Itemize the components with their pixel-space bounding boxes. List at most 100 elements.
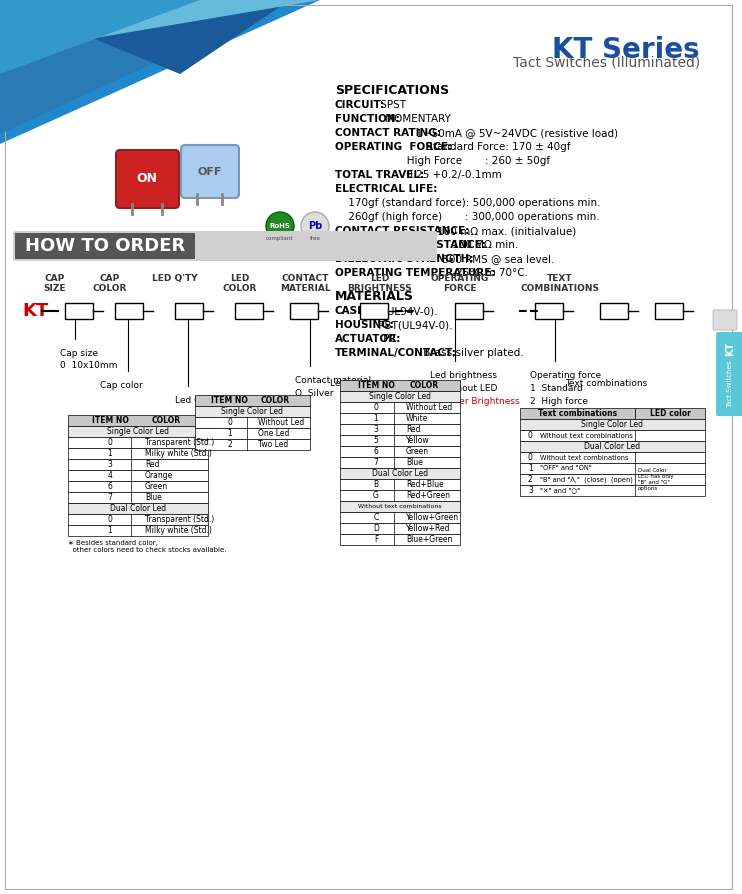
FancyBboxPatch shape (181, 145, 239, 198)
Bar (68, 415, 208, 426)
Text: ON: ON (137, 173, 157, 185)
Bar (340, 490, 460, 501)
Bar (68, 470, 208, 481)
Text: COLOR: COLOR (410, 381, 439, 390)
Bar (520, 463, 705, 474)
Bar (68, 525, 208, 536)
Bar (68, 503, 208, 514)
Text: LED Q'TY: LED Q'TY (152, 274, 198, 283)
Text: TOTAL TRAVEL:: TOTAL TRAVEL: (335, 170, 424, 180)
Bar (340, 523, 460, 534)
Bar (68, 426, 208, 437)
Text: 1  Standard: 1 Standard (530, 384, 582, 393)
Bar (68, 459, 208, 470)
Text: 260gf (high force)       : 300,000 operations min.: 260gf (high force) : 300,000 operations … (345, 212, 600, 222)
Text: Q  Silver: Q Silver (295, 389, 333, 398)
Bar (68, 481, 208, 492)
Text: -25°C to 70°C.: -25°C to 70°C. (450, 268, 528, 278)
Text: COLOR: COLOR (261, 396, 290, 405)
Text: Pb: Pb (308, 221, 322, 231)
Text: 0.25 +0.2/-0.1mm: 0.25 +0.2/-0.1mm (403, 170, 502, 180)
Text: PC: PC (380, 334, 397, 344)
Text: ITEM NO: ITEM NO (358, 381, 395, 390)
Text: CONTACT RESISTANCE:: CONTACT RESISTANCE: (335, 226, 469, 236)
Text: Contact material: Contact material (295, 376, 371, 385)
Bar (68, 514, 208, 525)
Polygon shape (0, 0, 200, 74)
Text: Without Led: Without Led (258, 418, 304, 427)
Text: 3: 3 (528, 486, 533, 495)
Text: 2: 2 (227, 440, 232, 449)
Text: Yellow+Green: Yellow+Green (406, 513, 459, 522)
Bar (340, 413, 460, 424)
Bar (195, 428, 310, 439)
Text: Yellow+Red: Yellow+Red (406, 524, 450, 533)
Text: Red+Blue: Red+Blue (406, 480, 444, 489)
Polygon shape (0, 0, 290, 134)
Text: RoHS: RoHS (269, 223, 290, 229)
Polygon shape (0, 0, 320, 54)
Polygon shape (0, 0, 320, 144)
Text: 500 RMS @ sea level.: 500 RMS @ sea level. (439, 254, 554, 264)
Text: FUNCTION:: FUNCTION: (335, 114, 400, 124)
Text: Transparent (Std.): Transparent (Std.) (145, 438, 214, 447)
Text: "B" and "Λ,"  (close)  (open): "B" and "Λ," (close) (open) (540, 477, 633, 483)
Text: G: G (373, 491, 379, 500)
Text: INSULATION RESISTANCE:: INSULATION RESISTANCE: (335, 240, 486, 250)
Text: Dual Color Led: Dual Color Led (110, 504, 166, 513)
Text: B: B (373, 480, 378, 489)
Bar (175, 303, 203, 319)
Text: Yellow: Yellow (406, 436, 430, 445)
Text: 0: 0 (528, 453, 533, 462)
Bar (340, 402, 460, 413)
Bar (520, 419, 705, 430)
Text: DIELECTRIC STRENGTH:: DIELECTRIC STRENGTH: (335, 254, 473, 264)
Text: CIRCUIT:: CIRCUIT: (335, 100, 385, 110)
Text: Single Color Led: Single Color Led (107, 427, 169, 436)
Bar (235, 303, 263, 319)
Bar (340, 391, 460, 402)
Text: Dual Color
LED has only
"B" and "G"
options: Dual Color LED has only "B" and "G" opti… (638, 468, 674, 491)
Text: Led Q'ty: Led Q'ty (175, 396, 213, 405)
Text: 7: 7 (373, 458, 378, 467)
Bar (195, 395, 310, 406)
Text: 5: 5 (373, 436, 378, 445)
Text: "OFF" and "ON": "OFF" and "ON" (540, 466, 592, 471)
Text: Without text combinations: Without text combinations (540, 433, 633, 438)
Text: Blue: Blue (145, 493, 162, 502)
Text: Single Color Led: Single Color Led (582, 420, 643, 429)
Bar (340, 468, 460, 479)
Text: White: White (406, 414, 428, 423)
Text: Transparent (Std.): Transparent (Std.) (145, 515, 214, 524)
Text: PBT(UL94V-0).: PBT(UL94V-0). (360, 306, 438, 316)
Bar (340, 457, 460, 468)
Text: F: F (374, 535, 378, 544)
Bar (655, 303, 683, 319)
Bar (195, 417, 310, 428)
Text: CASE:: CASE: (335, 306, 370, 316)
Text: 3: 3 (373, 425, 378, 434)
FancyBboxPatch shape (116, 150, 179, 208)
Text: 6: 6 (108, 482, 113, 491)
Text: ACTUATOR:: ACTUATOR: (335, 334, 401, 344)
Text: MATERIALS: MATERIALS (335, 290, 414, 303)
Text: CAP
COLOR: CAP COLOR (93, 274, 127, 293)
Bar (290, 303, 318, 319)
Text: 170gf (standard force): 500,000 operations min.: 170gf (standard force): 500,000 operatio… (345, 198, 600, 208)
Text: Milky white (Std.): Milky white (Std.) (145, 449, 212, 458)
Text: "✕" and "○": "✕" and "○" (540, 487, 580, 493)
Text: 0  10x10mm: 0 10x10mm (60, 361, 117, 370)
Text: LED
COLOR: LED COLOR (223, 274, 257, 293)
Bar (68, 492, 208, 503)
Text: 1~50mA @ 5V~24VDC (resistive load): 1~50mA @ 5V~24VDC (resistive load) (413, 128, 618, 138)
Text: Standard Force: 170 ± 40gf: Standard Force: 170 ± 40gf (424, 142, 571, 152)
FancyBboxPatch shape (13, 231, 437, 261)
Text: ELECTRICAL LIFE:: ELECTRICAL LIFE: (335, 184, 437, 194)
Bar (15, 233, 195, 259)
Text: 1: 1 (227, 429, 232, 438)
Text: 1: 1 (108, 449, 112, 458)
Text: CONTACT
MATERIAL: CONTACT MATERIAL (280, 274, 330, 293)
Text: A  Super Brightness: A Super Brightness (430, 397, 519, 406)
Text: ITEM NO: ITEM NO (211, 396, 248, 405)
Text: Text combinations: Text combinations (538, 409, 617, 418)
